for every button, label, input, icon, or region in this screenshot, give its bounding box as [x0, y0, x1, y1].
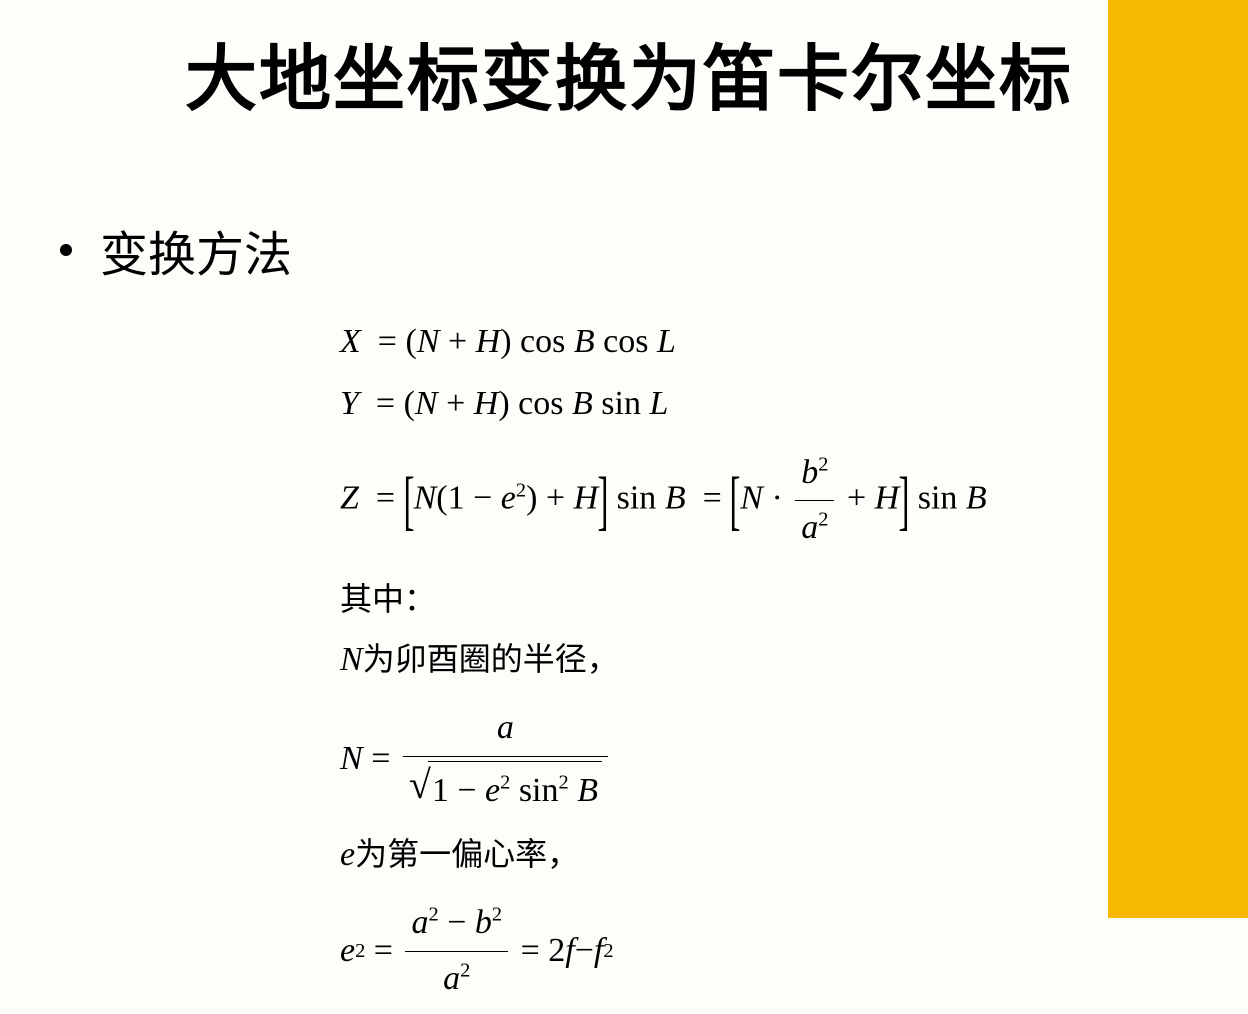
sidebar-accent	[1108, 0, 1248, 918]
equation-n: N = a √ 1 − e2 sin2 B	[340, 701, 612, 818]
slide-title: 大地坐标变换为笛卡尔坐标	[90, 20, 1168, 125]
equation-z: Z = [N(1 − e2) + H] sin B = [N · b2 a2 +…	[340, 446, 1108, 556]
bullet-label: 变换方法	[100, 215, 292, 285]
equations-block: X = (N + H) cos B cos L Y = (N + H) cos …	[340, 315, 1108, 1014]
bullet-dot-icon	[60, 244, 72, 256]
equation-y: Y = (N + H) cos B sin L	[340, 377, 1108, 431]
equation-e: e2 = a2 − b2 a2 = 2f − f2	[340, 896, 614, 1006]
bullet-item: 变换方法	[60, 215, 1108, 285]
slide-content: 大地坐标变换为笛卡尔坐标 变换方法 X = (N + H) cos B cos …	[0, 0, 1108, 1014]
e-description: e为第一偏心率，	[340, 828, 1108, 882]
equation-x: X = (N + H) cos B cos L	[340, 315, 1108, 369]
where-label: 其中：	[340, 574, 1108, 625]
n-description: N为卯酉圈的半径，	[340, 633, 1108, 687]
